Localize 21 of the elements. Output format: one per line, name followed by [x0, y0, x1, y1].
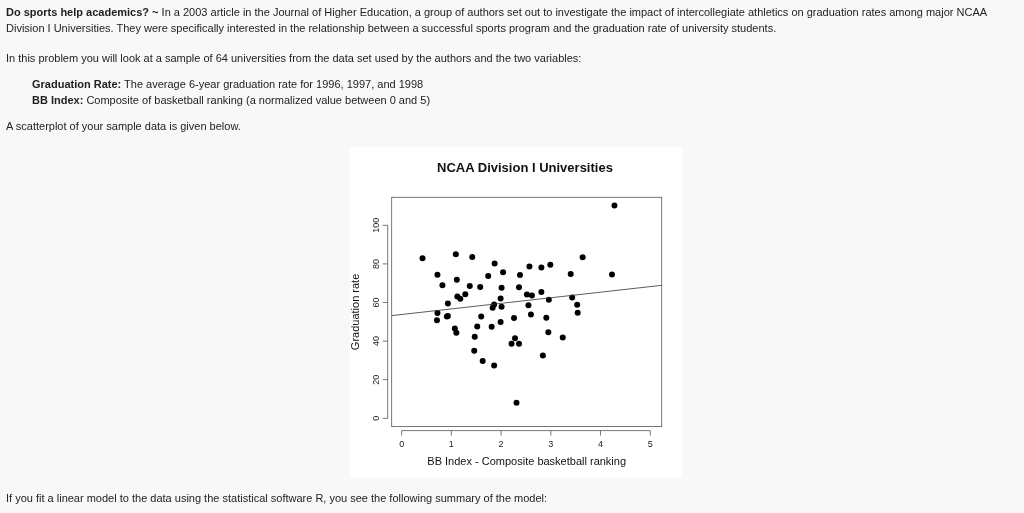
y-tick-label: 100: [370, 217, 381, 233]
x-tick-label: 4: [598, 438, 604, 449]
y-tick-label: 80: [370, 258, 381, 269]
text: Graduation Rate: The average 6-year graduation rate for 1996, 1997, and 1998: [32, 77, 425, 92]
x-tick-label: 0: [399, 438, 405, 449]
y-axis-title: Graduation rate: [349, 273, 361, 351]
x-axis-title: BB Index - Composite basketball ranking: [427, 455, 627, 467]
x-tick-label: 5: [647, 438, 653, 449]
y-tick-label: 0: [370, 415, 381, 421]
text: BB Index: Composite of basketball ranking (a normalized value between 0 and 5): [32, 93, 432, 108]
y-tick-label: 60: [370, 297, 381, 308]
chart-title: NCAA Division I Universities: [437, 160, 613, 175]
text: A scatterplot of your sample data is given below.: [6, 119, 242, 134]
text: In this problem you will look at a sample of 64 universities from the data set used by the authors and the two variables:: [6, 51, 583, 66]
y-tick-label: 20: [370, 374, 381, 385]
x-tick-label: 3: [548, 438, 554, 449]
y-tick-label: 40: [370, 336, 381, 347]
text: Do sports help academics? ~ In a 2003 article in the Journal of Higher Education, a group of authors set out to investigate the impact of intercollegiate athletics on graduation rates among major NCAA Division I Universities. They were specifically interested in the relationship between a successful sports program and the graduation rate of university students.: [6, 5, 988, 36]
x-tick-label: 2: [498, 438, 504, 449]
x-tick-label: 1: [448, 438, 454, 449]
text: If you fit a linear model to the data using the statistical software R, you see the following summary of the model:: [6, 491, 549, 506]
